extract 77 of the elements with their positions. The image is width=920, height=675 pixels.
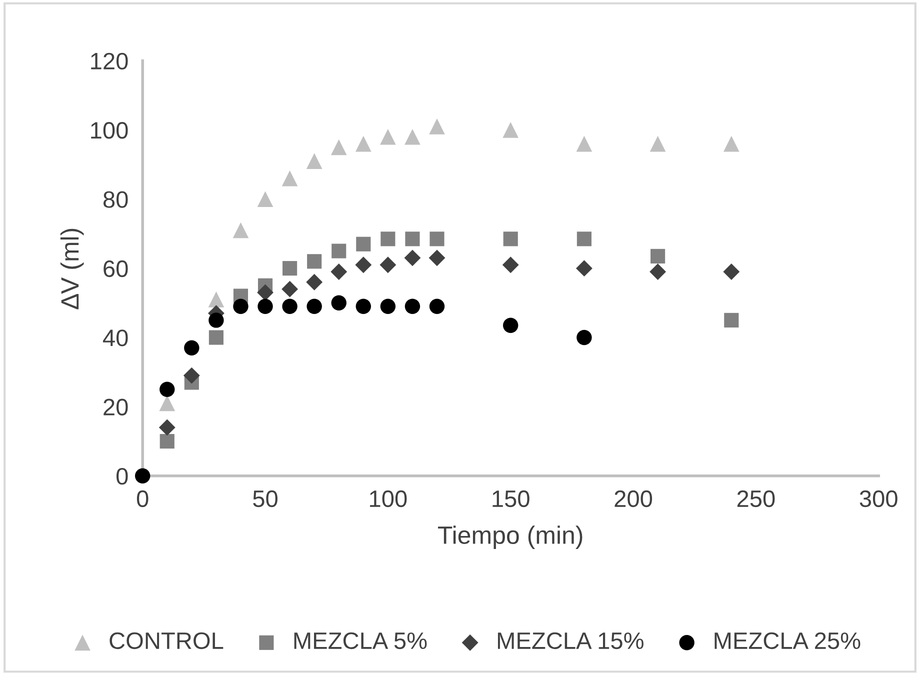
- point: [430, 232, 444, 246]
- point: [208, 330, 224, 345]
- point: [160, 382, 175, 397]
- x-tick-label: 150: [492, 490, 530, 508]
- point: [380, 298, 396, 314]
- point: [380, 232, 396, 246]
- point: [356, 298, 372, 314]
- point: [332, 244, 346, 258]
- point: [160, 434, 174, 449]
- x-tick-label: 300: [860, 490, 898, 508]
- point: [723, 264, 740, 280]
- point: [134, 468, 150, 484]
- point: [576, 136, 592, 152]
- y-tick-label: 20: [104, 398, 128, 416]
- point: [404, 298, 420, 314]
- point: [159, 395, 176, 412]
- point: [257, 284, 274, 301]
- y-tick-label: 60: [104, 260, 128, 278]
- y-tick-label: 40: [102, 330, 128, 346]
- point: [306, 298, 322, 314]
- point: [650, 136, 666, 152]
- point: [724, 312, 739, 328]
- point: [306, 274, 323, 290]
- y-tick-label: 100: [91, 122, 128, 139]
- point: [307, 254, 322, 269]
- point: [208, 292, 224, 308]
- legend-label: MEZCLA 15%: [498, 632, 644, 650]
- x-tick-label: 50: [253, 490, 278, 508]
- point: [306, 153, 322, 169]
- point: [257, 191, 274, 208]
- point: [428, 250, 446, 266]
- point: [330, 139, 347, 156]
- point: [184, 340, 200, 356]
- point: [429, 298, 445, 314]
- x-tick-label: 250: [737, 490, 775, 508]
- point: [331, 295, 346, 311]
- point: [502, 318, 518, 333]
- point: [208, 312, 224, 328]
- point: [380, 128, 396, 145]
- x-tick-label: 100: [370, 490, 407, 508]
- point: [183, 367, 200, 384]
- point: [404, 250, 421, 266]
- legend-label: MEZCLA 5%: [294, 632, 427, 650]
- point: [429, 118, 445, 134]
- x-axis-title: Tiempo (min): [438, 526, 582, 549]
- legend-label: CONTROL: [110, 632, 224, 650]
- point: [233, 298, 248, 314]
- point: [232, 222, 249, 238]
- point: [355, 136, 372, 152]
- point: [723, 136, 740, 152]
- y-tick-label: 80: [103, 191, 128, 208]
- x-tick-label: 0: [136, 490, 148, 508]
- point: [282, 170, 298, 186]
- point: [503, 232, 518, 246]
- point: [576, 260, 592, 277]
- point: [330, 264, 348, 280]
- point: [282, 298, 298, 314]
- point: [355, 256, 372, 274]
- x-tick-label: 200: [614, 490, 652, 508]
- point: [380, 256, 396, 274]
- point: [650, 264, 666, 280]
- point: [502, 256, 519, 274]
- legend-label: MEZCLA 25%: [714, 632, 860, 650]
- point: [650, 248, 666, 264]
- point: [282, 261, 298, 276]
- point: [158, 419, 176, 436]
- point: [502, 122, 519, 138]
- y-tick-label: 120: [91, 52, 128, 70]
- point: [576, 330, 592, 346]
- point: [356, 236, 371, 252]
- y-tick-label: 0: [116, 468, 128, 485]
- point: [282, 280, 298, 298]
- point: [576, 232, 592, 246]
- y-axis-title: ∆V (ml): [60, 228, 84, 310]
- point: [405, 232, 420, 246]
- point: [258, 298, 273, 314]
- point: [404, 128, 420, 145]
